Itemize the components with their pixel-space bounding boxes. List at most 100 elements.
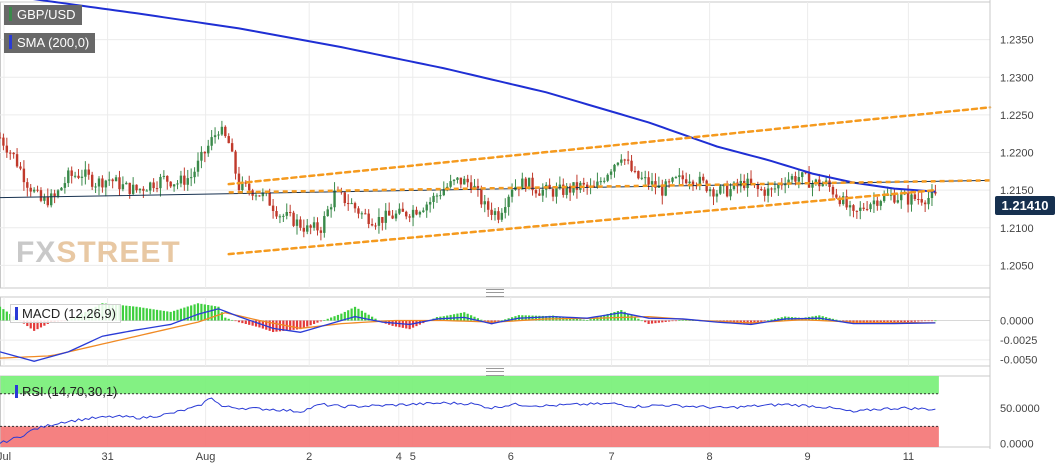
macd-tick-label: -0.0025 bbox=[1000, 335, 1037, 347]
macd-histogram-bar bbox=[268, 320, 271, 331]
candle bbox=[159, 173, 162, 197]
candle bbox=[794, 171, 797, 186]
candle bbox=[616, 162, 620, 167]
candle-body bbox=[790, 176, 794, 180]
candle bbox=[882, 190, 886, 203]
macd-histogram-bar bbox=[910, 320, 913, 322]
candle-body bbox=[770, 188, 773, 190]
candle-body bbox=[261, 192, 265, 197]
candle bbox=[698, 171, 702, 191]
candle bbox=[500, 208, 504, 222]
macd-histogram-bar bbox=[753, 320, 756, 324]
candle bbox=[292, 210, 295, 228]
candle bbox=[271, 198, 275, 219]
candle-body bbox=[831, 186, 835, 195]
candle-body bbox=[760, 189, 763, 191]
candle-body bbox=[869, 204, 872, 210]
macd-histogram-bar bbox=[371, 316, 374, 321]
candle bbox=[22, 160, 26, 191]
candle bbox=[299, 216, 302, 231]
candle-body bbox=[906, 193, 910, 205]
candle-body bbox=[176, 183, 179, 185]
macd-histogram-bar bbox=[173, 310, 176, 321]
candle-body bbox=[913, 194, 917, 199]
candle bbox=[435, 193, 439, 203]
macd-label[interactable]: MACD (12,26,9) bbox=[10, 304, 121, 323]
candle-body bbox=[876, 200, 879, 206]
macd-text: MACD (12,26,9) bbox=[22, 306, 116, 321]
candle bbox=[456, 177, 459, 184]
candle-body bbox=[592, 185, 596, 188]
candle-body bbox=[12, 152, 15, 155]
pane-resize-handle-rsi[interactable] bbox=[486, 368, 504, 376]
candle bbox=[149, 181, 152, 195]
macd-histogram-bar bbox=[579, 319, 582, 321]
rsi-tick-label: 50.0000 bbox=[1000, 403, 1040, 415]
candle bbox=[848, 200, 852, 217]
candle bbox=[46, 188, 49, 208]
candle-body bbox=[691, 181, 695, 186]
candle bbox=[783, 177, 787, 194]
candle bbox=[476, 178, 480, 197]
candle-body bbox=[418, 211, 422, 215]
macd-histogram-bar bbox=[176, 309, 179, 321]
candle-body bbox=[562, 184, 565, 195]
candle-body bbox=[463, 178, 466, 185]
candle-body bbox=[19, 166, 22, 169]
macd-histogram-bar bbox=[534, 315, 538, 321]
candle bbox=[203, 151, 207, 163]
candle-body bbox=[347, 203, 350, 205]
candle-body bbox=[541, 189, 544, 196]
candle bbox=[671, 176, 674, 184]
candle-body bbox=[159, 176, 162, 189]
macd-histogram-bar bbox=[29, 320, 32, 329]
candle-body bbox=[469, 182, 473, 190]
candle-body bbox=[394, 213, 398, 219]
sma-label[interactable]: SMA (200,0) bbox=[4, 33, 96, 53]
candle-body bbox=[613, 164, 616, 172]
candle-body bbox=[343, 192, 346, 204]
candle-body bbox=[688, 181, 691, 184]
candle bbox=[599, 177, 603, 185]
macd-histogram-bar bbox=[306, 320, 309, 327]
candle bbox=[681, 170, 684, 186]
candle-body bbox=[664, 181, 667, 196]
candle bbox=[490, 202, 493, 221]
candle-body bbox=[920, 199, 923, 203]
candle bbox=[927, 190, 930, 210]
candle-body bbox=[807, 173, 811, 188]
candle-body bbox=[302, 227, 306, 232]
macd-histogram-bar bbox=[217, 306, 220, 321]
candle-body bbox=[845, 196, 848, 208]
candle-body bbox=[623, 159, 626, 161]
macd-tick-label: 0.0000 bbox=[1000, 316, 1034, 328]
candle-body bbox=[719, 186, 722, 194]
candle bbox=[674, 175, 678, 179]
candle bbox=[688, 174, 691, 190]
candle bbox=[5, 137, 9, 158]
symbol-label[interactable]: GBP/USD bbox=[4, 5, 82, 25]
candle bbox=[15, 148, 19, 168]
x-tick-label: 7 bbox=[609, 451, 615, 463]
macd-histogram-bar bbox=[681, 319, 684, 321]
pane-resize-handle-macd[interactable] bbox=[486, 289, 504, 297]
candle bbox=[732, 181, 736, 191]
rsi-label[interactable]: RSI (14,70,30,1) bbox=[10, 382, 122, 401]
macd-histogram-bar bbox=[186, 306, 189, 321]
x-tick-label: 5 bbox=[410, 451, 416, 463]
macd-signal-line bbox=[0, 312, 936, 359]
candle-body bbox=[609, 171, 613, 175]
candle-body bbox=[67, 170, 70, 184]
candle bbox=[425, 201, 428, 218]
candle bbox=[326, 205, 329, 217]
candle-body bbox=[476, 185, 480, 189]
candle-body bbox=[859, 207, 862, 211]
candle bbox=[507, 194, 510, 216]
candle-body bbox=[910, 194, 913, 205]
channel-upper-line bbox=[227, 106, 992, 186]
candle bbox=[521, 172, 524, 190]
candle bbox=[370, 218, 374, 227]
macd-histogram-bar bbox=[213, 306, 217, 321]
candle-body bbox=[353, 203, 357, 209]
macd-histogram-bar bbox=[756, 320, 759, 323]
